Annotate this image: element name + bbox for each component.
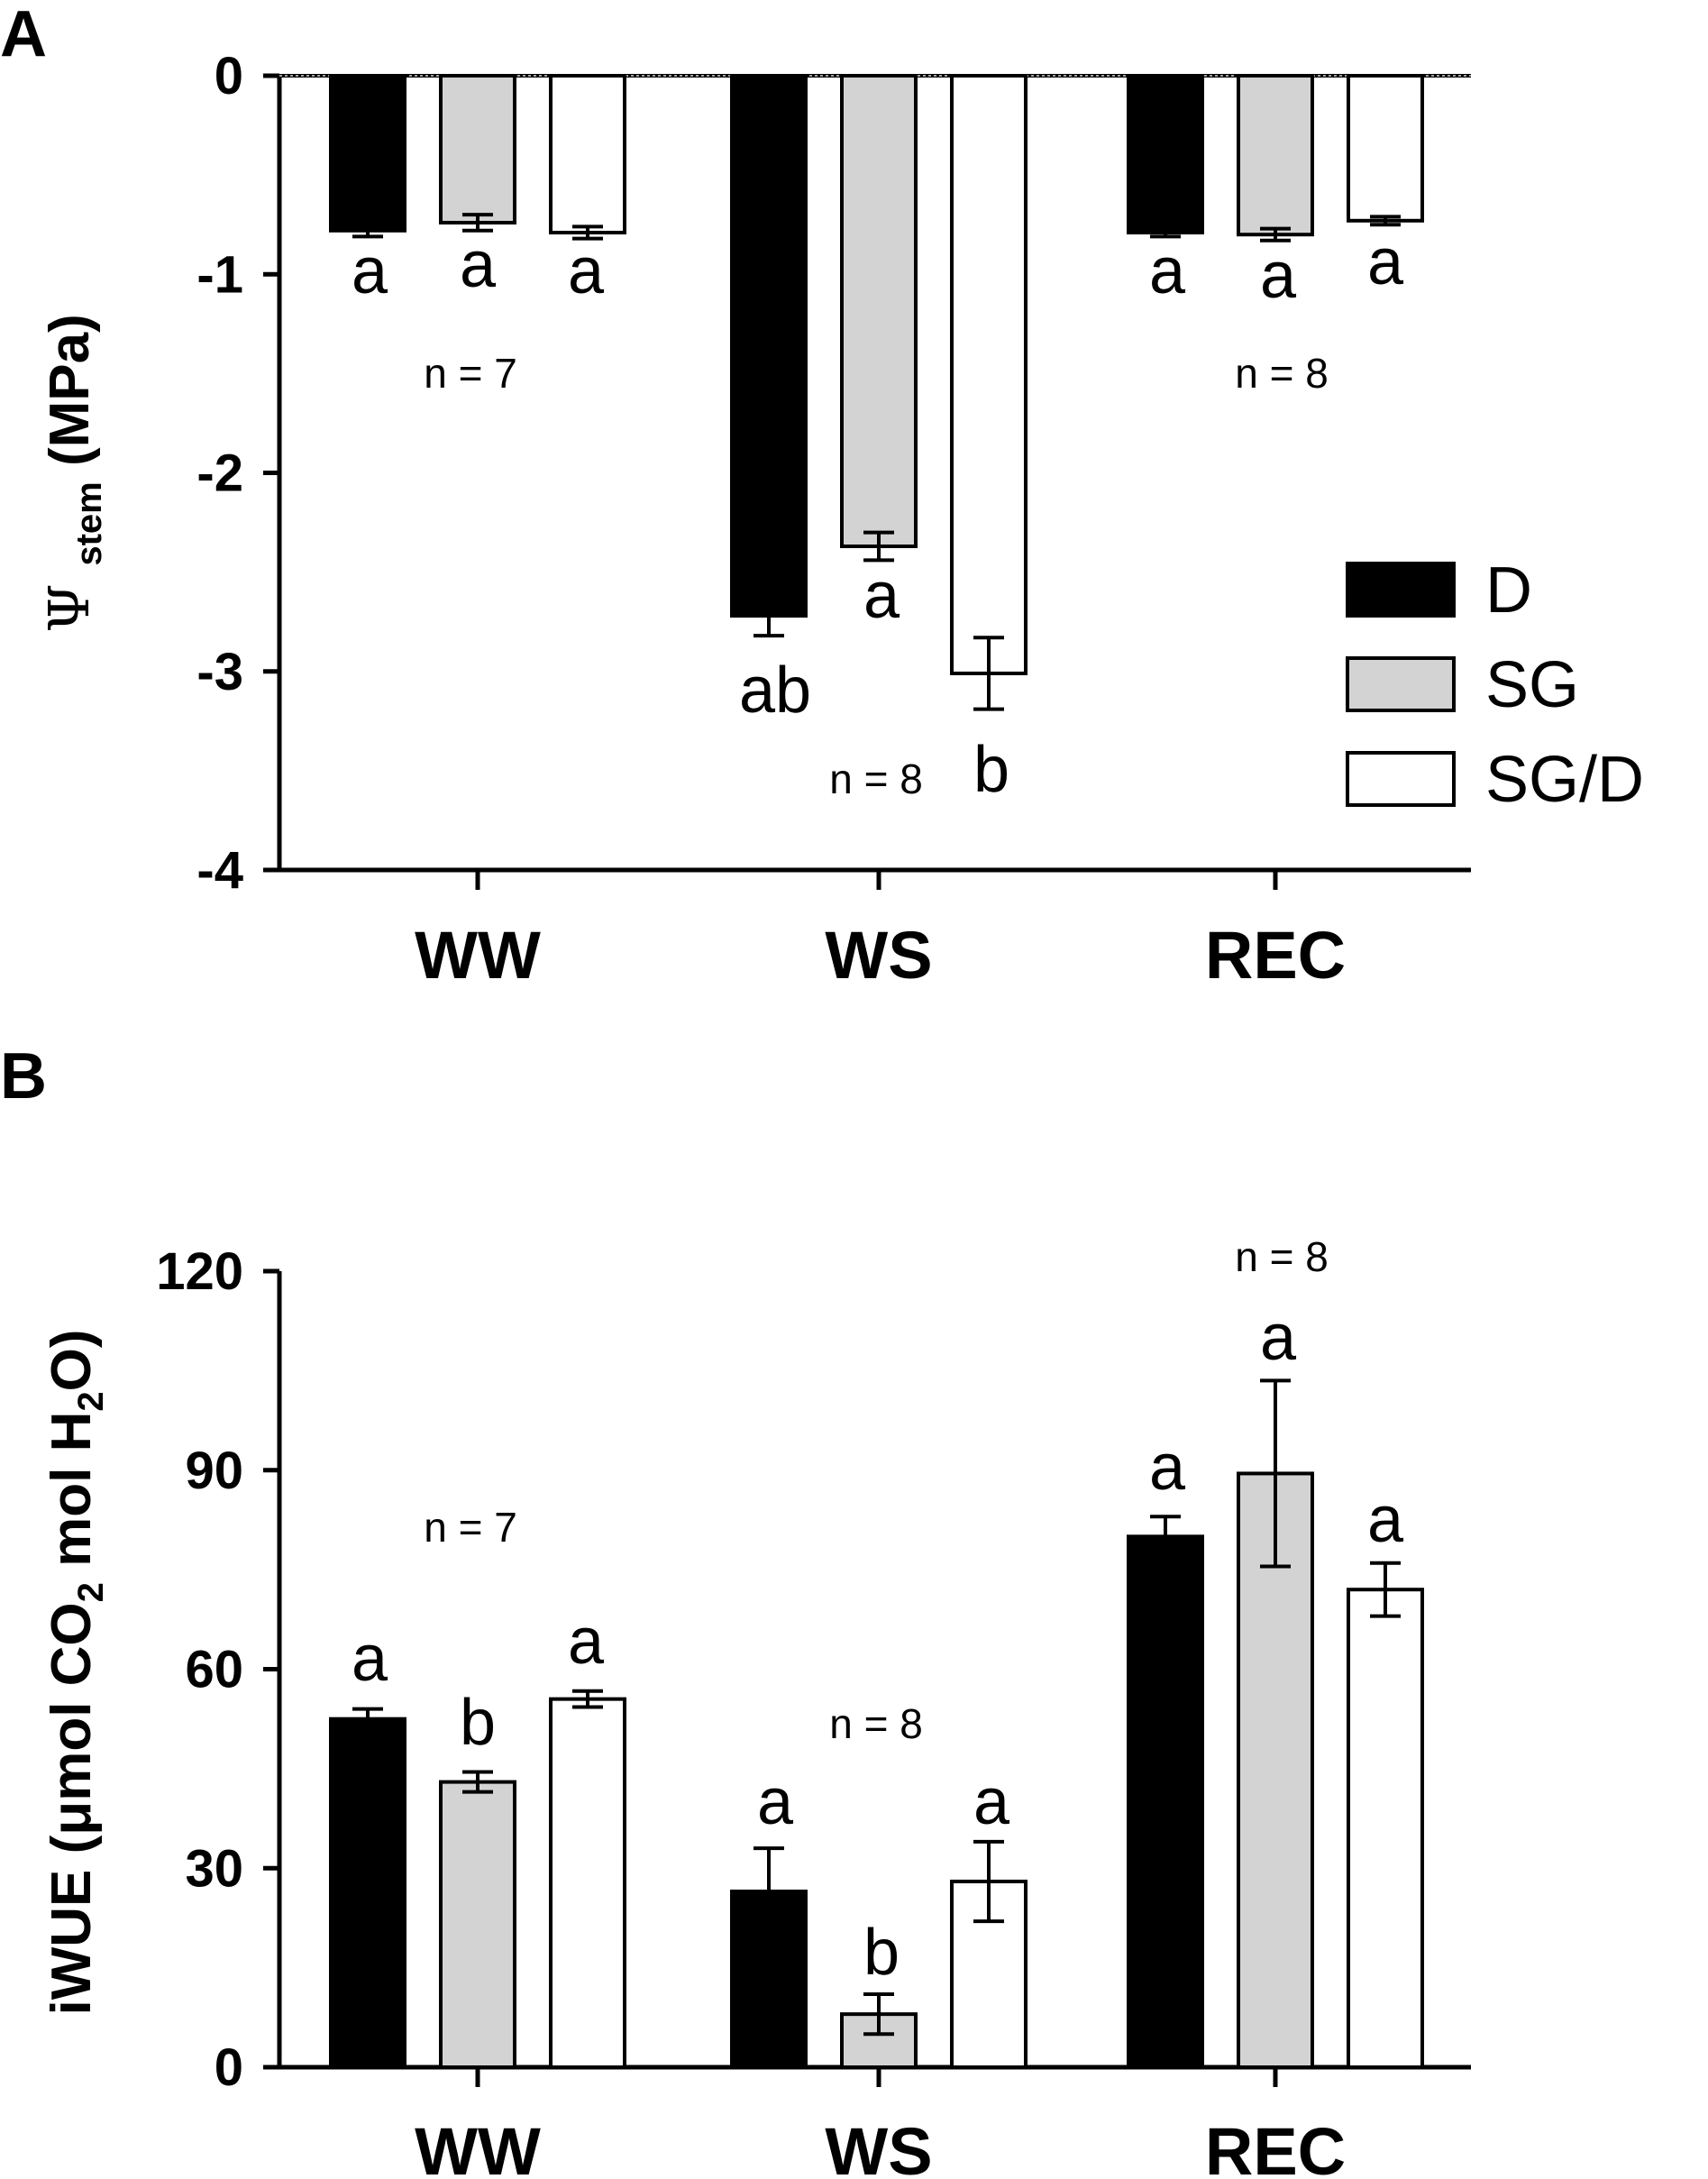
y-tick-label: -2: [196, 444, 243, 503]
significance-letter: ab: [739, 655, 811, 727]
bar-sg-d: [549, 74, 626, 234]
significance-letter: a: [460, 229, 497, 301]
significance-letter: a: [1367, 1484, 1404, 1556]
significance-letter: a: [863, 560, 900, 632]
x-category-label: REC: [1205, 918, 1346, 993]
legend-swatch: [1346, 656, 1456, 712]
bar-d: [329, 1717, 406, 2069]
sample-size-label: n = 8: [829, 755, 923, 802]
significance-letter: a: [568, 235, 605, 307]
sample-size-label: n = 7: [424, 350, 517, 397]
sample-size-label: n = 8: [829, 1700, 923, 1747]
significance-letter: a: [352, 235, 388, 307]
bar-sg: [439, 1780, 516, 2069]
x-category-label: REC: [1205, 2114, 1346, 2179]
bar-d: [1127, 74, 1204, 234]
legend-swatch: [1346, 562, 1456, 618]
y-tick-label: 30: [185, 1839, 243, 1898]
y-axis-title: iWUE (μmol CO2 mol H2O): [41, 1330, 111, 2016]
legend-swatch: [1346, 751, 1456, 807]
significance-letter: a: [1149, 1432, 1186, 1504]
bar-sg-d: [549, 1697, 626, 2070]
bar-sg: [1237, 74, 1314, 237]
bar-sg-d: [1347, 1588, 1424, 2069]
y-tick-label: -1: [196, 245, 243, 304]
panel-letter: A: [0, 0, 47, 70]
significance-letter: b: [460, 1687, 496, 1759]
y-tick-label: 0: [215, 47, 243, 105]
y-tick-label: 120: [156, 1242, 243, 1301]
significance-letter: a: [1149, 235, 1186, 307]
x-category-label: WS: [825, 918, 932, 993]
x-category-label: WW: [415, 918, 541, 993]
y-tick-label: -3: [196, 643, 243, 701]
sample-size-label: n = 8: [1235, 350, 1329, 397]
bar-sg-d: [1347, 74, 1424, 223]
sample-size-label: n = 8: [1235, 1233, 1329, 1280]
bar-sg: [1237, 1471, 1314, 2070]
legend-label: D: [1485, 554, 1532, 627]
bar-d: [1127, 1534, 1204, 2070]
x-category-label: WS: [825, 2114, 932, 2179]
y-axis-title: Ψ stem (MPa): [36, 314, 109, 632]
significance-letter: a: [352, 1623, 388, 1695]
significance-letter: a: [757, 1766, 794, 1838]
bar-d: [730, 74, 808, 618]
legend-label: SG/D: [1485, 744, 1644, 816]
significance-letter: b: [863, 1917, 900, 1989]
significance-letter: a: [568, 1606, 605, 1678]
significance-letter: a: [1367, 226, 1404, 298]
y-tick-label: 0: [215, 2038, 243, 2097]
bar-sg: [840, 74, 918, 548]
x-category-label: WW: [415, 2114, 541, 2179]
bar-sg: [439, 74, 516, 224]
significance-letter: b: [973, 734, 1009, 806]
legend-label: SG: [1485, 649, 1579, 721]
y-tick-label: -4: [196, 841, 243, 900]
y-tick-label: 60: [185, 1641, 243, 1699]
significance-letter: a: [1260, 240, 1297, 312]
panel-letter: B: [0, 1040, 47, 1112]
bar-d: [329, 74, 406, 233]
bar-sg-d: [950, 74, 1028, 675]
sample-size-label: n = 7: [424, 1504, 517, 1551]
significance-letter: a: [1260, 1302, 1297, 1374]
significance-letter: a: [973, 1766, 1010, 1838]
bar-sg: [840, 2012, 918, 2069]
y-tick-label: 90: [185, 1442, 243, 1500]
